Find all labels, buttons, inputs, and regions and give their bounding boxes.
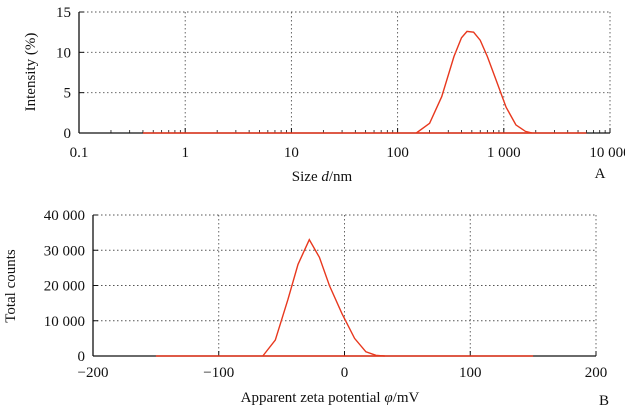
x-tick-label: −100: [203, 365, 234, 381]
y-tick-label: 0: [64, 126, 72, 142]
y-tick-label: 10 000: [44, 314, 85, 330]
x-axis-label: Apparent zeta potential φ/mV: [241, 390, 420, 406]
series-line: [262, 238, 385, 357]
y-tick-label: 30 000: [44, 243, 85, 259]
panel-label: A: [595, 166, 606, 182]
x-axis-label: Size d/nm: [292, 169, 353, 185]
y-tick-label: 15: [56, 5, 71, 21]
y-tick-label: 40 000: [44, 208, 85, 224]
panel-label: B: [599, 393, 609, 409]
x-tick-label: 200: [585, 365, 608, 381]
y-tick-label: 10: [56, 45, 71, 61]
x-tick-label: 1 000: [487, 145, 521, 161]
x-tick-label: 100: [459, 365, 482, 381]
x-tick-label: 0: [341, 365, 349, 381]
y-axis-label: Intensity (%): [23, 33, 39, 112]
x-tick-label: −200: [78, 365, 109, 381]
chart-panel-b: −200 −100 0 100 200 0 10 000 20 000 30 000 40 000…: [3, 208, 609, 409]
y-tick-label: 5: [64, 86, 72, 102]
y-tick-label: 20 000: [44, 279, 85, 295]
series-line: [415, 30, 533, 134]
x-tick-label: 10 000: [589, 145, 625, 161]
chart-panel-a: 0.1 1 10 100 1 000 10 000 0 5 10 15 Size d/nm Inten…: [23, 5, 625, 185]
x-tick-label: 0.1: [70, 145, 89, 161]
y-axis-label: Total counts: [3, 249, 19, 323]
x-tick-label: 10: [284, 145, 299, 161]
x-tick-label: 100: [386, 145, 409, 161]
x-tick-label: 1: [181, 145, 189, 161]
y-tick-label: 0: [78, 349, 86, 365]
